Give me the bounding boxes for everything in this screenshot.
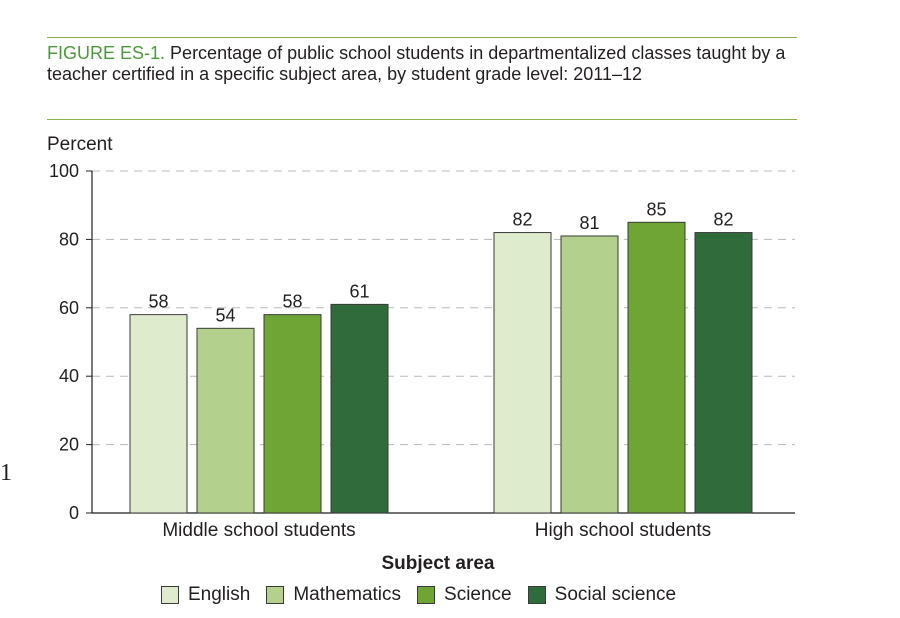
bar-value-label: 81 [579, 213, 599, 233]
y-tick-label: 100 [49, 161, 79, 181]
title-bottom-rule [47, 119, 797, 120]
legend-item: Social science [527, 584, 677, 606]
margin-mark: 1 [0, 460, 12, 486]
y-tick-label: 0 [69, 503, 79, 523]
legend-item: Science [417, 584, 512, 606]
bar [129, 314, 188, 514]
title-top-rule [47, 37, 797, 38]
bar [330, 303, 389, 514]
y-tick-label: 40 [59, 366, 79, 386]
bar-value-label: 58 [282, 292, 302, 312]
bar [560, 235, 619, 514]
bar [196, 327, 255, 514]
bar-value-label: 82 [512, 210, 532, 230]
figure-title-text: Percentage of public school students in … [47, 43, 786, 84]
legend-label: English [188, 584, 251, 605]
legend-swatch [266, 586, 285, 604]
bar [493, 232, 552, 514]
legend-label: Social science [554, 584, 677, 605]
figure-title: FIGURE ES-1. Percentage of public school… [47, 43, 792, 85]
legend-label: Mathematics [293, 584, 402, 605]
bar [263, 314, 322, 514]
y-axis-label: Percent [47, 134, 113, 155]
y-tick-label: 20 [59, 435, 79, 455]
figure-label: FIGURE ES-1. [47, 43, 166, 63]
bar [694, 232, 753, 514]
legend-item: Mathematics [266, 584, 401, 606]
legend-label: Science [444, 584, 512, 605]
bar-value-label: 82 [713, 210, 733, 230]
bar [627, 221, 686, 514]
legend: English Mathematics Science Social science [161, 582, 692, 608]
bar-value-label: 58 [148, 292, 168, 312]
y-tick-label: 60 [59, 298, 79, 318]
bar-value-label: 61 [349, 281, 369, 301]
x-category-label: Middle school students [162, 520, 355, 541]
legend-item: English [161, 584, 250, 606]
legend-swatch [417, 586, 436, 604]
x-axis-title: Subject area [382, 553, 495, 574]
legend-swatch [527, 586, 546, 604]
bar-value-label: 85 [646, 199, 666, 219]
y-tick-label: 80 [59, 229, 79, 249]
legend-swatch [161, 586, 179, 604]
x-category-label: High school students [535, 520, 711, 541]
bar-value-label: 54 [215, 305, 235, 325]
